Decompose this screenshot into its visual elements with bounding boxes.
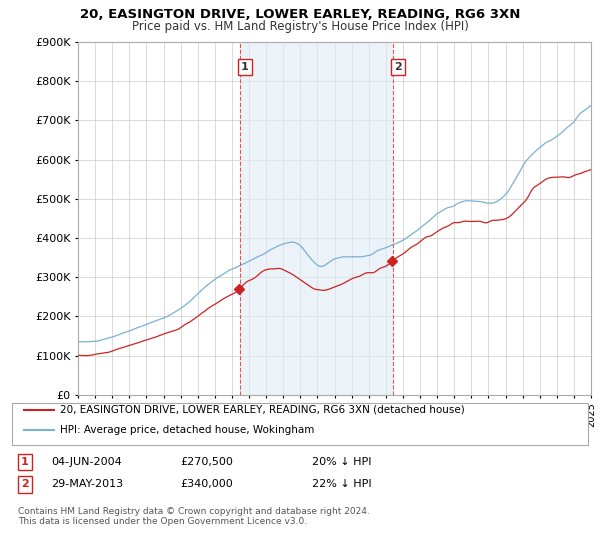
Text: HPI: Average price, detached house, Wokingham: HPI: Average price, detached house, Woki… xyxy=(60,425,314,435)
Text: 29-MAY-2013: 29-MAY-2013 xyxy=(51,479,123,489)
Text: 04-JUN-2004: 04-JUN-2004 xyxy=(51,457,122,467)
Text: 22% ↓ HPI: 22% ↓ HPI xyxy=(312,479,371,489)
Text: 1: 1 xyxy=(21,457,29,467)
Bar xyxy=(240,42,393,395)
Text: 20% ↓ HPI: 20% ↓ HPI xyxy=(312,457,371,467)
Text: 2: 2 xyxy=(21,479,29,489)
Text: £340,000: £340,000 xyxy=(180,479,233,489)
Text: £270,500: £270,500 xyxy=(180,457,233,467)
Text: 20, EASINGTON DRIVE, LOWER EARLEY, READING, RG6 3XN (detached house): 20, EASINGTON DRIVE, LOWER EARLEY, READI… xyxy=(60,405,465,415)
Text: 1: 1 xyxy=(241,62,249,72)
Text: Price paid vs. HM Land Registry's House Price Index (HPI): Price paid vs. HM Land Registry's House … xyxy=(131,20,469,32)
Text: 20, EASINGTON DRIVE, LOWER EARLEY, READING, RG6 3XN: 20, EASINGTON DRIVE, LOWER EARLEY, READI… xyxy=(80,8,520,21)
Text: Contains HM Land Registry data © Crown copyright and database right 2024.
This d: Contains HM Land Registry data © Crown c… xyxy=(18,507,370,526)
Text: 2: 2 xyxy=(394,62,402,72)
